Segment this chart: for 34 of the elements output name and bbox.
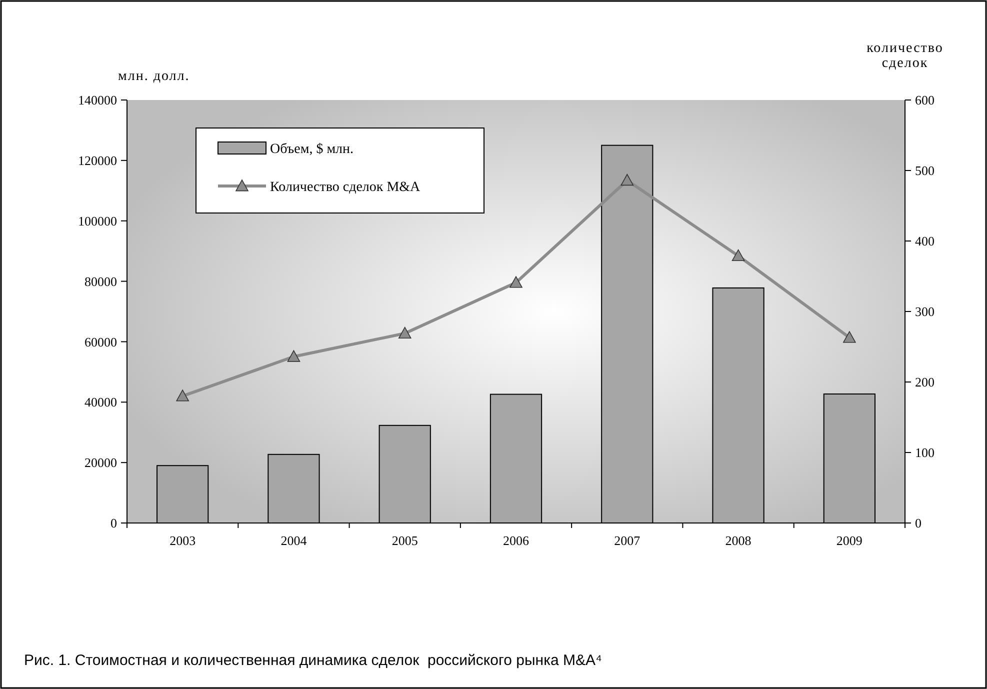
- x-tick-label: 2004: [280, 533, 308, 548]
- y2-axis-title: количество сделок: [866, 41, 944, 71]
- legend-label: Количество сделок M&A: [270, 180, 422, 195]
- y-tick-label: 100000: [78, 213, 117, 228]
- y2-tick-label: 0: [915, 516, 922, 531]
- legend-label: Объем, $ млн.: [270, 142, 354, 157]
- x-tick-label: 2008: [725, 533, 752, 548]
- text: Рис. 1. Стоимостная и количественная динамика сделок российского рынка M&A⁴: [24, 652, 602, 669]
- y2-tick-label: 500: [915, 163, 934, 178]
- point: [843, 331, 856, 343]
- point: [620, 174, 634, 186]
- y2-tick-label: 100: [915, 445, 934, 460]
- x-tick-label: 2005: [392, 533, 418, 548]
- x-tick-label: 2006: [503, 533, 530, 548]
- y-tick-label: 40000: [84, 394, 117, 410]
- y-tick-label: 120000: [78, 152, 117, 168]
- y-tick-label: 0: [110, 516, 117, 531]
- y2-tick-label: 200: [915, 374, 934, 390]
- x-tick-label: 2003: [170, 533, 196, 548]
- point: [732, 249, 745, 262]
- y2-tick-label: 300: [915, 304, 934, 320]
- x-tick-label: 2009: [836, 533, 862, 548]
- y-tick-label: 60000: [84, 334, 117, 350]
- y-axis-title: млн. долл.: [118, 69, 190, 84]
- point: [398, 326, 412, 339]
- y-tick-label: 20000: [84, 455, 117, 470]
- y2-tick-label: 400: [915, 234, 934, 249]
- y-tick-label: 140000: [78, 92, 117, 108]
- point: [510, 276, 522, 288]
- point: [176, 390, 189, 402]
- x-tick-label: 2007: [614, 533, 641, 548]
- point: [287, 350, 300, 362]
- y-tick-label: 80000: [84, 274, 117, 289]
- y2-tick-label: 600: [915, 92, 934, 108]
